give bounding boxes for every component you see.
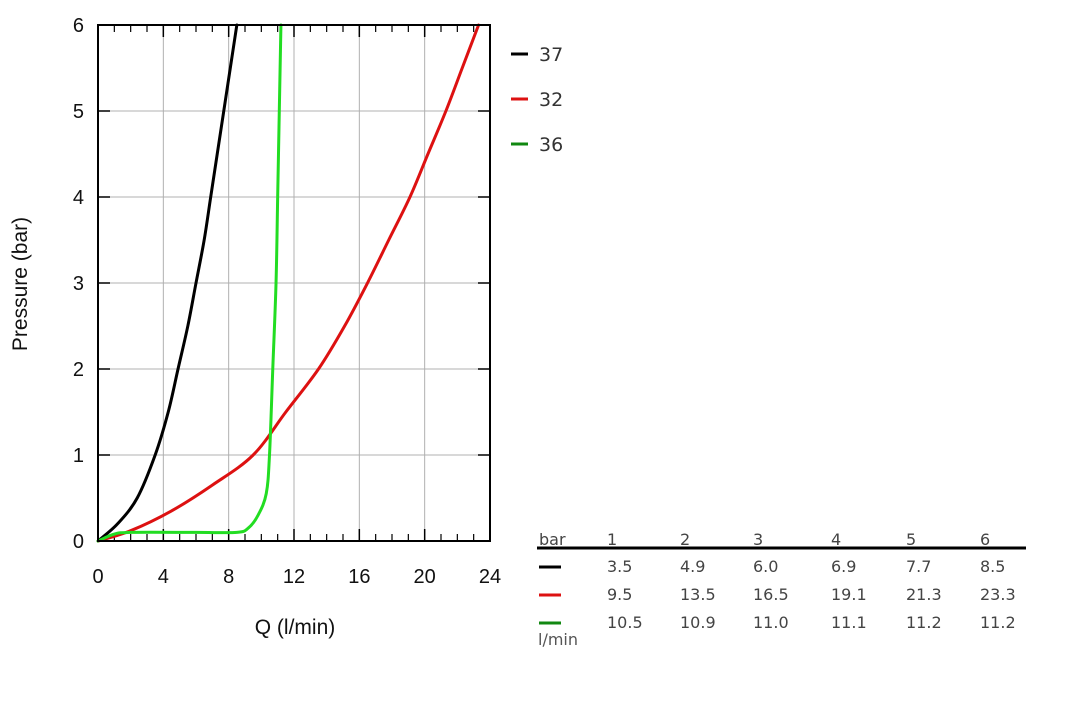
legend-label-36: 36 <box>539 134 563 156</box>
table-cell: 10.9 <box>680 613 716 632</box>
table-column-header: 3 <box>753 530 763 549</box>
table-cell: 21.3 <box>906 585 942 604</box>
legend-label-37: 37 <box>539 44 563 66</box>
y-tick-label: 5 <box>73 101 84 123</box>
x-tick-label: 8 <box>223 566 234 588</box>
table-column-header: 6 <box>980 530 990 549</box>
table-column-header: 1 <box>607 530 617 549</box>
table-column-header: 4 <box>831 530 841 549</box>
y-axis-title: Pressure (bar) <box>9 217 32 351</box>
y-tick-label: 3 <box>73 273 84 295</box>
series-line-37 <box>96 23 239 543</box>
table-cell: 6.0 <box>753 557 778 576</box>
table-cell: 10.5 <box>607 613 643 632</box>
table-column-header: 2 <box>680 530 690 549</box>
table-cell: 3.5 <box>607 557 632 576</box>
legend: 37 32 36 <box>511 44 563 156</box>
table-cell: 19.1 <box>831 585 867 604</box>
x-axis-title: Q (l/min) <box>255 616 336 639</box>
series-lines <box>96 23 481 543</box>
table-column-header: 5 <box>906 530 916 549</box>
x-tick-label: 12 <box>283 566 305 588</box>
table-cell: 7.7 <box>906 557 931 576</box>
plot-frame <box>97 24 491 542</box>
y-tick-labels: 0 1 2 3 4 5 6 <box>73 15 84 553</box>
table-cell: 11.2 <box>906 613 942 632</box>
table-cell: 11.1 <box>831 613 867 632</box>
x-tick-label: 4 <box>158 566 169 588</box>
x-tick-label: 0 <box>92 566 103 588</box>
table-row-unit: l/min <box>538 630 578 649</box>
series-line-32 <box>96 23 481 543</box>
x-tick-label: 16 <box>348 566 370 588</box>
table-cell: 11.0 <box>753 613 789 632</box>
y-tick-label: 0 <box>73 531 84 553</box>
table-cell: 8.5 <box>980 557 1005 576</box>
table-cell: 16.5 <box>753 585 789 604</box>
table-cell: 4.9 <box>680 557 705 576</box>
x-tick-label: 24 <box>479 566 501 588</box>
grid-lines <box>97 24 491 542</box>
table-cell: 13.5 <box>680 585 716 604</box>
x-tick-label: 20 <box>414 566 436 588</box>
legend-label-32: 32 <box>539 89 563 111</box>
x-tick-labels: 0 4 8 12 16 20 24 <box>92 566 501 588</box>
value-table: bar 1 2 3 4 5 6 3.5 4.9 6.0 6.9 7.7 8.5 9.5 13.5 16.5 19… <box>537 530 1026 649</box>
table-header-unit: bar <box>539 530 566 549</box>
table-cell: 11.2 <box>980 613 1016 632</box>
table-cell: 9.5 <box>607 585 632 604</box>
y-tick-label: 2 <box>73 359 84 381</box>
table-cell: 23.3 <box>980 585 1016 604</box>
series-line-36 <box>96 23 283 543</box>
y-tick-label: 6 <box>73 15 84 37</box>
table-cell: 6.9 <box>831 557 856 576</box>
y-tick-label: 1 <box>73 445 84 467</box>
y-tick-label: 4 <box>73 187 84 209</box>
